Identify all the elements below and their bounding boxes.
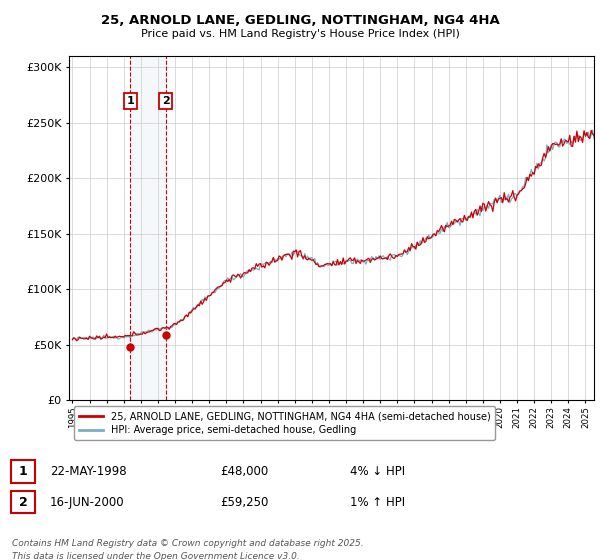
Text: 1: 1 [127, 96, 134, 106]
Text: £48,000: £48,000 [220, 465, 268, 478]
FancyBboxPatch shape [11, 491, 35, 514]
Text: 1: 1 [19, 465, 28, 478]
Text: Contains HM Land Registry data © Crown copyright and database right 2025.
This d: Contains HM Land Registry data © Crown c… [12, 539, 364, 560]
Text: 2: 2 [162, 96, 170, 106]
FancyBboxPatch shape [11, 460, 35, 483]
Text: £59,250: £59,250 [220, 496, 268, 508]
Text: 25, ARNOLD LANE, GEDLING, NOTTINGHAM, NG4 4HA: 25, ARNOLD LANE, GEDLING, NOTTINGHAM, NG… [101, 14, 499, 27]
Text: 2: 2 [19, 496, 28, 508]
Text: 1% ↑ HPI: 1% ↑ HPI [350, 496, 405, 508]
Bar [130, 56, 166, 400]
Text: 22-MAY-1998: 22-MAY-1998 [50, 465, 127, 478]
Legend: 25, ARNOLD LANE, GEDLING, NOTTINGHAM, NG4 4HA (semi-detached house), HPI: Averag: 25, ARNOLD LANE, GEDLING, NOTTINGHAM, NG… [74, 407, 496, 440]
Text: 4% ↓ HPI: 4% ↓ HPI [350, 465, 405, 478]
Text: 16-JUN-2000: 16-JUN-2000 [50, 496, 125, 508]
Text: Price paid vs. HM Land Registry's House Price Index (HPI): Price paid vs. HM Land Registry's House … [140, 29, 460, 39]
